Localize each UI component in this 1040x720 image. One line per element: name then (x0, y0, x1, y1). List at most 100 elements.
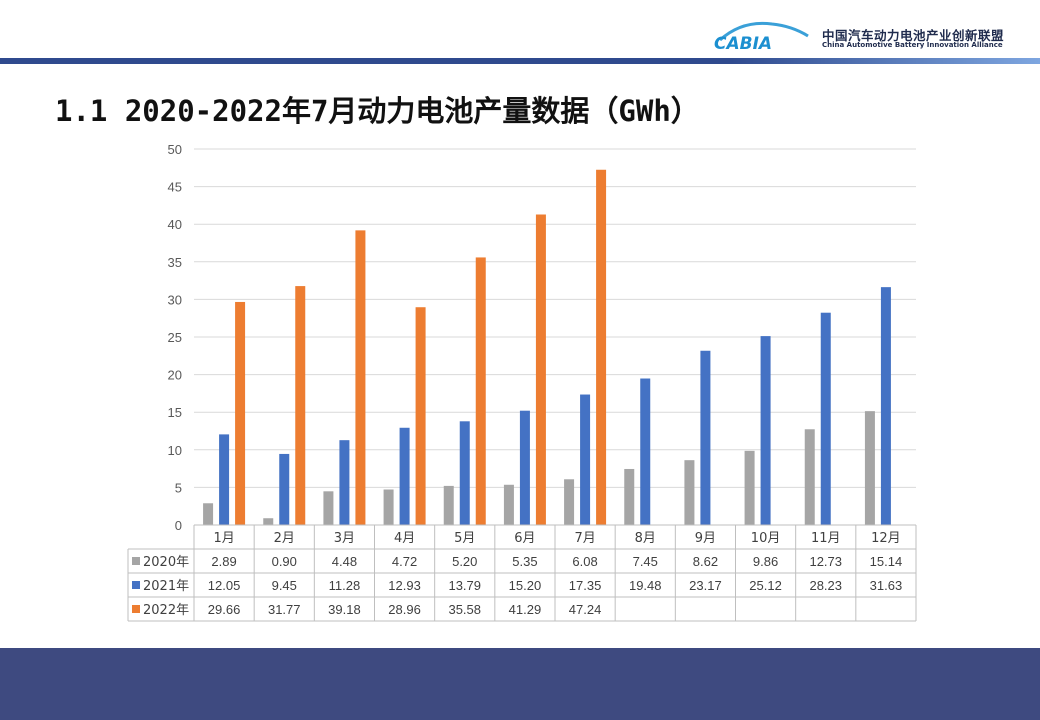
bar (535, 214, 546, 525)
header-stripe (0, 58, 1040, 64)
bar (355, 230, 366, 525)
bar (640, 378, 651, 525)
y-tick-label: 20 (168, 368, 182, 383)
bar (503, 484, 514, 525)
data-label: 9.45 (272, 578, 297, 593)
x-tick-label: 4月 (394, 531, 415, 546)
logo-cn-name: 中国汽车动力电池产业创新联盟 (822, 28, 1005, 43)
x-tick-label: 2月 (274, 531, 295, 546)
logo-en-name: China Automotive Battery Innovation Alli… (822, 41, 1003, 49)
bar (263, 518, 274, 525)
bar (760, 336, 771, 525)
bar (279, 453, 290, 525)
bar (295, 286, 306, 525)
legend-key (132, 605, 140, 613)
data-label: 25.12 (749, 578, 782, 593)
page-title: 1.1 2020-2022年7月动力电池产量数据（GWh） (55, 94, 700, 128)
x-tick-label: 1月 (213, 531, 234, 546)
bar (443, 485, 454, 525)
legend-entry: 2022年 (143, 603, 189, 618)
data-label: 17.35 (569, 578, 602, 593)
y-tick-label: 15 (168, 405, 182, 420)
cabia-logo-icon: CABIA (714, 21, 809, 52)
x-tick-label: 8月 (635, 531, 656, 546)
y-tick-label: 30 (168, 292, 182, 307)
legend-key (132, 581, 140, 589)
legend-entry: 2020年 (143, 555, 189, 570)
data-label: 15.20 (509, 578, 542, 593)
x-tick-label: 3月 (334, 531, 355, 546)
footer-bar (0, 648, 1040, 720)
data-label: 5.20 (452, 554, 477, 569)
bar (700, 350, 711, 525)
data-label: 4.48 (332, 554, 357, 569)
data-label: 28.23 (809, 578, 842, 593)
bar (564, 479, 575, 525)
legend-key (132, 557, 140, 565)
logo-mark-text: CABIA (714, 34, 772, 52)
bar (475, 257, 486, 525)
data-label: 8.62 (693, 554, 718, 569)
data-label: 47.24 (569, 602, 602, 617)
y-tick-label: 40 (168, 217, 182, 232)
data-label: 5.35 (512, 554, 537, 569)
x-tick-label: 10月 (751, 531, 781, 546)
bar (415, 307, 426, 525)
data-label: 28.96 (388, 602, 421, 617)
bar (383, 489, 394, 525)
bar (864, 411, 875, 525)
data-label: 11.28 (329, 578, 361, 593)
bar (235, 301, 246, 525)
data-label: 41.29 (509, 602, 542, 617)
data-label: 12.05 (208, 578, 241, 593)
y-tick-label: 35 (168, 255, 182, 270)
data-label: 9.86 (753, 554, 778, 569)
data-label: 29.66 (208, 602, 241, 617)
data-label: 19.48 (629, 578, 662, 593)
data-label: 4.72 (392, 554, 417, 569)
bar-chart: 0 5 10 15 20 25 30 35 40 45 50 1月 2月 3月 4月 5月 6月 7月 8月 9月 10… (127, 142, 917, 622)
data-label: 12.73 (809, 554, 842, 569)
data-label: 7.45 (633, 554, 658, 569)
bar (399, 427, 410, 525)
bar (519, 410, 530, 525)
data-label: 15.14 (870, 554, 903, 569)
x-tick-label: 6月 (514, 531, 535, 546)
data-label: 2.89 (211, 554, 236, 569)
data-label: 31.63 (870, 578, 903, 593)
data-label: 6.08 (572, 554, 597, 569)
x-tick-label: 7月 (574, 531, 595, 546)
bar (744, 450, 755, 525)
bar (459, 421, 470, 525)
bar (820, 312, 831, 525)
data-label: 31.77 (268, 602, 301, 617)
y-tick-label: 25 (168, 330, 182, 345)
data-label: 35.58 (448, 602, 481, 617)
y-tick-label: 10 (168, 443, 182, 458)
data-label: 23.17 (689, 578, 722, 593)
cabia-logo: CABIA 中国汽车动力电池产业创新联盟 China Automotive Ba… (712, 14, 1022, 54)
bar (219, 434, 230, 525)
y-tick-label: 0 (175, 518, 182, 533)
data-label: 0.90 (272, 554, 297, 569)
bar (580, 394, 591, 525)
bar (684, 460, 695, 525)
bar (203, 503, 214, 525)
y-tick-label: 5 (175, 480, 182, 495)
y-tick-label: 50 (168, 142, 182, 157)
data-label: 13.79 (448, 578, 481, 593)
data-label: 12.93 (388, 578, 421, 593)
bar (596, 169, 607, 526)
x-tick-label: 9月 (695, 531, 716, 546)
bar (880, 287, 891, 525)
y-tick-label: 45 (168, 180, 182, 195)
bar (624, 468, 635, 525)
bar (339, 440, 350, 525)
bar (323, 491, 334, 525)
data-label: 39.18 (328, 602, 361, 617)
x-tick-label: 12月 (871, 531, 901, 546)
x-tick-label: 5月 (454, 531, 475, 546)
x-tick-label: 11月 (811, 531, 841, 546)
bar (804, 429, 815, 525)
legend-entry: 2021年 (143, 579, 189, 594)
